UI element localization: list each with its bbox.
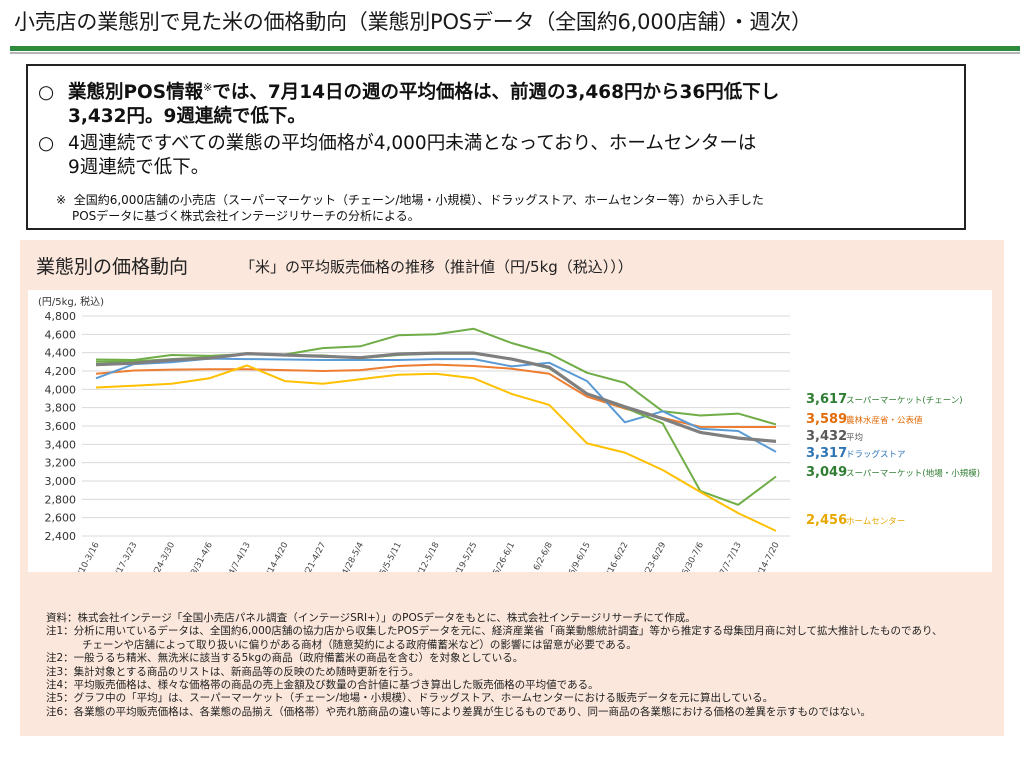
title-underline-gray xyxy=(10,52,1020,54)
series-line xyxy=(95,352,777,506)
y-tick-label: 3,600 xyxy=(45,420,77,433)
series-name-label: ドラッグストア xyxy=(846,449,906,460)
end-value-label: 3,589 xyxy=(806,412,847,427)
price-line-chart: (円/5kg, 税込) 2,400 2,600 2,800 3,000 3,200 3,40… xyxy=(38,295,980,582)
note-2: 注2：一般うるち精米、無洗米に該当する5kgの商品（政府備蓄米の商品を含む）を対… xyxy=(46,652,524,665)
series-line xyxy=(95,364,777,532)
x-tick-label: 7/7-7/13 xyxy=(718,541,744,572)
chart-notes: 資料：株式会社インテージ「全国小売店パネル調査（インテージSRI+）」のPOSデ… xyxy=(46,612,996,719)
y-tick-label: 4,600 xyxy=(45,328,77,341)
series-line xyxy=(95,357,777,453)
y-unit-label: (円/5kg, 税込) xyxy=(38,295,104,308)
x-tick-label: 4/28-5/4 xyxy=(340,541,366,572)
page-title: 小売店の業態別で見た米の価格動向（業態別POSデータ（全国約6,000店舗）・週… xyxy=(14,10,812,34)
x-tick-label: 4/14-4/20 xyxy=(262,541,290,572)
x-tick-label: 5/5-5/11 xyxy=(378,541,404,572)
y-tick-label: 4,800 xyxy=(45,310,77,323)
end-value-label: 3,617 xyxy=(806,392,847,407)
summary-bullet-1: ○ 業態別POS情報※では、7月14日の週の平均価格は、前週の3,468円から36… xyxy=(38,76,779,129)
chart-area: (円/5kg, 税込) 2,400 2,600 2,800 3,000 3,200 3,40… xyxy=(28,290,992,582)
x-tick-label: 3/17-3/23 xyxy=(111,541,139,572)
summary-footnote: ※ 全国約6,000店舗の小売店（スーパーマーケット（チェーン/地場・小規模）、… xyxy=(56,192,764,224)
x-tick-label: 6/23-6/29 xyxy=(640,541,668,572)
x-tick-label: 4/7-4/13 xyxy=(227,541,253,572)
y-tick-label: 2,800 xyxy=(45,493,77,506)
bullet-mark: ○ xyxy=(38,133,55,154)
series-line xyxy=(95,327,777,426)
x-tick-label: 3/10-3/16 xyxy=(73,541,101,572)
x-tick-label: 6/9-6/15 xyxy=(567,541,593,572)
x-tick-label: 3/31-4/6 xyxy=(189,541,215,572)
panel-subtitle: 「米」の平均販売価格の推移（推計値（円/5kg（税込））） xyxy=(240,258,633,276)
note-5: 注5：グラフ中の「平均」は、スーパーマーケット（チェーン/地場・小規模）、ドラッ… xyxy=(46,692,774,705)
title-underline-green xyxy=(10,46,1020,51)
series-name-label: 農林水産省・公表値 xyxy=(846,415,923,426)
y-tick-label: 3,400 xyxy=(45,438,77,451)
end-value-label: 3,432 xyxy=(806,429,847,444)
bullet1-text-b: では、7月14日の週の平均価格は、前週の3,468円から36円低下し xyxy=(212,82,780,104)
y-tick-label: 3,800 xyxy=(45,402,77,415)
x-tick-label: 6/30-7/6 xyxy=(680,541,706,572)
note-3: 注3：集計対象とする商品のリストは、新商品等の反映のため随時更新を行う。 xyxy=(46,665,420,678)
x-tick-label: 3/24-3/30 xyxy=(149,541,177,572)
series-name-label: 平均 xyxy=(846,432,863,443)
note-4: 注4：平均販売価格は、様々な価格帯の商品の売上金額及び数量の合計値に基づき算出し… xyxy=(46,679,599,692)
y-tick-label: 3,000 xyxy=(45,475,77,488)
x-tick-label: 6/2-6/8 xyxy=(532,541,555,572)
y-tick-label: 3,200 xyxy=(45,457,77,470)
panel-title: 業態別の価格動向 xyxy=(36,256,189,278)
x-tick-label: 4/21-4/27 xyxy=(300,541,328,572)
x-tick-label: 6/16-6/22 xyxy=(602,541,630,572)
bullet-mark: ○ xyxy=(38,82,55,104)
y-tick-label: 4,400 xyxy=(45,347,77,360)
summary-bullet-2: ○ 4週連続ですべての業態の平均価格が4,000円未満となっており、ホームセンター… xyxy=(38,132,756,180)
series-line xyxy=(95,351,777,443)
end-value-label: 2,456 xyxy=(806,513,847,528)
note-6: 注6：各業態の平均販売価格は、各業態の品揃え（価格帯）や売れ筋商品の違い等により… xyxy=(46,705,871,718)
note-1: 注1：分析に用いているデータは、全国約6,000店舗の協力店から収集したPOSデ… xyxy=(46,625,943,638)
x-tick-label: 7/14-7/20 xyxy=(753,541,781,572)
chart-panel: 業態別の価格動向 「米」の平均販売価格の推移（推計値（円/5kg（税込））） (… xyxy=(20,240,1004,736)
bullet2-line1: 4週連続ですべての業態の平均価格が4,000円未満となっており、ホームセンターは xyxy=(68,133,757,154)
note-source: 資料：株式会社インテージ「全国小売店パネル調査（インテージSRI+）」のPOSデ… xyxy=(46,612,696,624)
note-line2: POSデータに基づく株式会社インテージリサーチの分析による。 xyxy=(72,209,420,223)
bullet1-text-a: 業態別POS情報 xyxy=(68,82,204,104)
x-tick-label: 5/12-5/18 xyxy=(413,541,441,572)
end-value-label: 3,049 xyxy=(806,465,847,480)
x-tick-label: 5/19-5/25 xyxy=(451,541,479,572)
bullet2-line2: 9週連続で低下。 xyxy=(68,157,210,178)
note-1-cont: チェーンや店舗によって取り扱いに偏りがある商材（随意契約による政府備蓄米など）の… xyxy=(82,638,637,651)
note-line1: 全国約6,000店舗の小売店（スーパーマーケット（チェーン/地場・小規模）、ドラ… xyxy=(73,193,764,207)
y-tick-label: 4,000 xyxy=(45,383,77,396)
series-name-label: スーパーマーケット(地場・小規模) xyxy=(846,468,980,479)
end-value-label: 3,317 xyxy=(806,446,847,461)
series-name-label: スーパーマーケット(チェーン) xyxy=(846,396,963,406)
bullet1-sup: ※ xyxy=(203,81,213,94)
y-tick-label: 2,400 xyxy=(45,530,77,543)
y-tick-label: 2,600 xyxy=(45,512,77,525)
bullet1-line2: 3,432円。9週連続で低下。 xyxy=(68,106,306,128)
x-tick-label: 5/26-6/1 xyxy=(492,541,518,572)
note-mark: ※ xyxy=(56,193,67,207)
summary-box: ○ 業態別POS情報※では、7月14日の週の平均価格は、前週の3,468円から36… xyxy=(26,64,966,230)
y-tick-label: 4,200 xyxy=(45,365,77,378)
series-name-label: ホームセンター xyxy=(846,517,905,527)
